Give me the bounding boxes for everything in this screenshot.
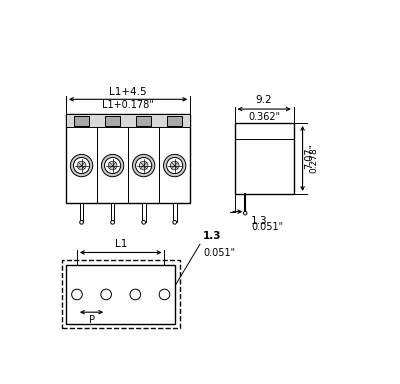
Circle shape (132, 154, 155, 177)
Bar (173, 203, 176, 222)
Bar (66, 114, 190, 203)
Text: P: P (88, 314, 94, 324)
Circle shape (111, 220, 114, 224)
Circle shape (72, 289, 82, 300)
Bar (66, 265, 176, 324)
Circle shape (130, 289, 141, 300)
Text: L1: L1 (114, 238, 127, 248)
Text: L1+4.5: L1+4.5 (109, 87, 147, 97)
Bar (80, 203, 84, 222)
Text: 9.2: 9.2 (256, 95, 272, 105)
Bar (105, 116, 120, 126)
Bar (66, 114, 190, 127)
Text: 0.051": 0.051" (203, 248, 235, 258)
Circle shape (80, 220, 84, 224)
Bar (167, 116, 182, 126)
Circle shape (136, 157, 152, 174)
Bar (111, 203, 114, 222)
Circle shape (104, 157, 121, 174)
Circle shape (74, 157, 90, 174)
Text: 7.07: 7.07 (304, 147, 314, 169)
Text: 0.362": 0.362" (248, 112, 280, 122)
Circle shape (102, 154, 124, 177)
Text: 1.3: 1.3 (251, 216, 268, 226)
Circle shape (167, 157, 183, 174)
Text: 1.3: 1.3 (203, 231, 222, 241)
Circle shape (142, 220, 146, 224)
Bar (62, 260, 180, 328)
Circle shape (170, 161, 179, 170)
Circle shape (70, 154, 93, 177)
Bar (142, 203, 146, 222)
Text: 0.051": 0.051" (251, 222, 283, 232)
Circle shape (173, 220, 176, 224)
Text: 0.278": 0.278" (309, 144, 318, 173)
Bar (74, 116, 89, 126)
Circle shape (139, 161, 148, 170)
Circle shape (159, 289, 170, 300)
Bar (234, 123, 294, 194)
Circle shape (164, 154, 186, 177)
Bar (136, 116, 152, 126)
Circle shape (77, 161, 86, 170)
Text: L1+0.178": L1+0.178" (102, 100, 154, 110)
Circle shape (244, 211, 247, 215)
Circle shape (108, 161, 117, 170)
Circle shape (101, 289, 112, 300)
